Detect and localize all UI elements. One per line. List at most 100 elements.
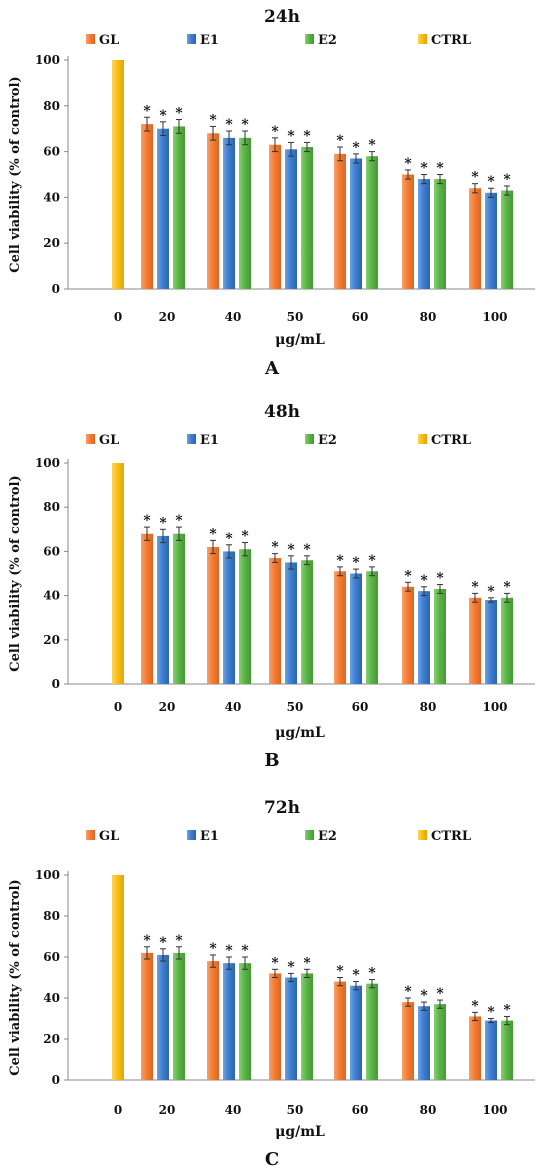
- significance-asterisk: *: [241, 943, 249, 959]
- bar-E2-60: [366, 571, 378, 684]
- legend-swatch: [187, 434, 196, 444]
- y-tick-label: 0: [52, 1073, 60, 1087]
- error-bar: [176, 946, 182, 960]
- bar-E1-40: [223, 137, 235, 289]
- error-bar: [488, 1018, 494, 1024]
- legend-item-E2: E2: [305, 33, 337, 48]
- error-bar: [437, 174, 443, 185]
- legend-item-E2: E2: [305, 433, 337, 448]
- bar-E2-50: [301, 147, 313, 289]
- significance-asterisk: *: [287, 542, 295, 558]
- y-tick-label: 80: [43, 500, 60, 514]
- error-bar: [472, 592, 478, 603]
- x-tick-label: 80: [420, 700, 437, 714]
- error-bar: [472, 1011, 478, 1022]
- error-bar: [304, 555, 310, 566]
- error-bar: [176, 119, 182, 134]
- significance-asterisk: *: [336, 964, 344, 980]
- error-bar: [144, 946, 150, 960]
- significance-asterisk: *: [487, 1005, 495, 1021]
- y-tick-label: 20: [43, 633, 60, 647]
- significance-asterisk: *: [471, 579, 479, 595]
- error-bar: [288, 555, 294, 570]
- legend-item-CTRL: CTRL: [418, 433, 471, 448]
- significance-asterisk: *: [241, 117, 249, 133]
- bar-GL-40: [207, 133, 219, 289]
- significance-asterisk: *: [368, 138, 376, 154]
- bar-GL-100: [469, 597, 481, 684]
- error-bar: [504, 1015, 510, 1026]
- error-bar: [288, 972, 294, 983]
- significance-asterisk: *: [303, 955, 311, 971]
- significance-asterisk: *: [159, 935, 167, 951]
- error-bar: [160, 948, 166, 962]
- bar-GL-50: [269, 144, 281, 289]
- panel-label: C: [265, 1149, 279, 1170]
- error-bar: [242, 542, 248, 557]
- bar-E1-20: [157, 128, 169, 289]
- y-tick-label: 40: [43, 589, 60, 603]
- bar-E1-20: [157, 535, 169, 684]
- x-axis-label: μg/mL: [275, 725, 325, 741]
- legend-swatch: [305, 34, 314, 44]
- y-axis-label: Cell viability (% of control): [8, 475, 23, 671]
- significance-asterisk: *: [404, 568, 412, 584]
- significance-asterisk: *: [175, 933, 183, 949]
- error-bar: [176, 526, 182, 541]
- bar-GL-20: [141, 124, 153, 290]
- error-bar: [304, 968, 310, 978]
- y-tick-label: 0: [52, 677, 60, 691]
- error-bar: [210, 954, 216, 968]
- bar-GL-80: [402, 586, 414, 684]
- bar-E1-100: [485, 600, 497, 684]
- bar-E2-50: [301, 973, 313, 1080]
- x-tick-label: 60: [352, 310, 369, 324]
- bar-GL-100: [469, 1016, 481, 1080]
- x-tick-label: 60: [352, 700, 369, 714]
- x-axis-label: μg/mL: [275, 1124, 325, 1140]
- x-tick-label: 20: [159, 700, 176, 714]
- bar-GL-60: [334, 153, 346, 289]
- bar-E2-60: [366, 156, 378, 289]
- significance-asterisk: *: [368, 966, 376, 982]
- x-tick-label: 100: [482, 700, 507, 714]
- series-E1: * * * * * *: [157, 935, 497, 1080]
- x-tick-label: 80: [420, 310, 437, 324]
- series-CTRL: [112, 463, 124, 684]
- significance-asterisk: *: [209, 941, 217, 957]
- x-tick-label: 20: [159, 310, 176, 324]
- x-tick-label: 60: [352, 1103, 369, 1117]
- significance-asterisk: *: [225, 117, 233, 133]
- series-CTRL: [112, 875, 124, 1080]
- legend-label: GL: [99, 33, 119, 48]
- legend-item-E1: E1: [187, 433, 219, 448]
- series-E2: * * * * * *: [173, 106, 513, 289]
- y-tick-label: 80: [43, 99, 60, 113]
- series-E2: * * * * * *: [173, 513, 513, 684]
- chart-title: 72h: [264, 798, 300, 818]
- legend-item-CTRL: CTRL: [418, 829, 471, 844]
- legend-label: E2: [318, 829, 337, 844]
- significance-asterisk: *: [287, 959, 295, 975]
- legend-swatch: [86, 34, 95, 44]
- bar-E1-80: [418, 1006, 430, 1080]
- y-tick-label: 100: [35, 868, 60, 882]
- legend-item-GL: GL: [86, 33, 119, 48]
- series-E1: * * * * * *: [157, 515, 497, 684]
- legend-label: E2: [318, 433, 337, 448]
- error-bar: [272, 968, 278, 978]
- y-axis-label: Cell viability (% of control): [8, 76, 23, 272]
- error-bar: [242, 130, 248, 146]
- bar-GL-80: [402, 174, 414, 289]
- bar-GL-40: [207, 546, 219, 684]
- series-E1: * * * * * *: [157, 108, 497, 289]
- bar-GL-80: [402, 1002, 414, 1080]
- y-tick-label: 40: [43, 190, 60, 204]
- legend-swatch: [86, 830, 95, 840]
- x-tick-label: 0: [114, 310, 122, 324]
- legend-swatch: [418, 830, 427, 840]
- error-bar: [488, 187, 494, 198]
- significance-asterisk: *: [225, 531, 233, 547]
- legend-item-CTRL: CTRL: [418, 33, 471, 48]
- significance-asterisk: *: [241, 529, 249, 545]
